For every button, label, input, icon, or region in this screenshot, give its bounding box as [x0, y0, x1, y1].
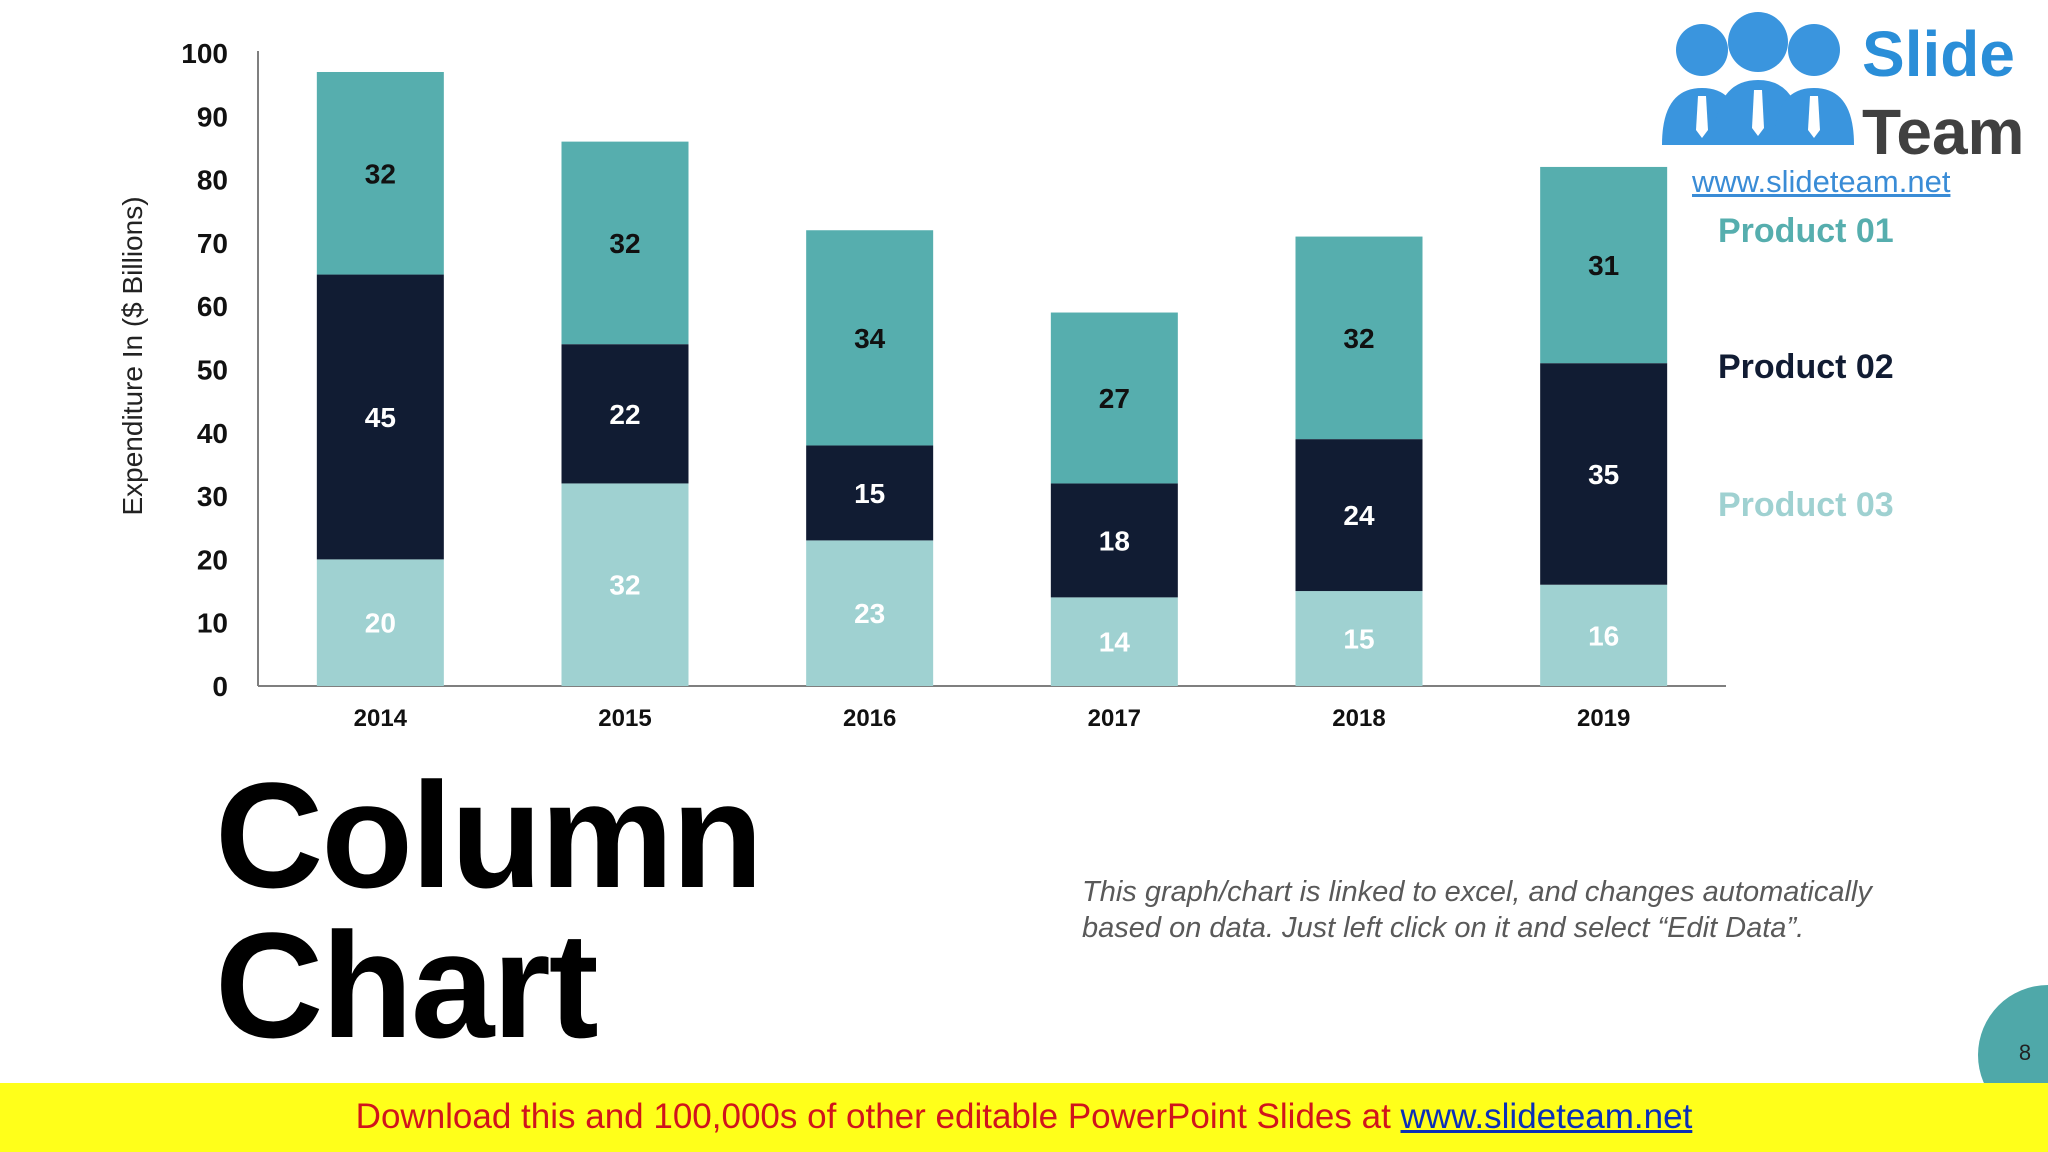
- data-label: 16: [1588, 620, 1619, 651]
- x-tick-label: 2014: [354, 705, 408, 732]
- y-tick-label: 80: [197, 165, 228, 196]
- bar-segment: [806, 445, 934, 541]
- bar-segment: [1295, 236, 1423, 440]
- data-label: 23: [854, 598, 885, 629]
- bar-segment: [806, 540, 934, 686]
- y-tick-label: 60: [197, 291, 228, 322]
- data-label: 27: [1099, 383, 1130, 414]
- bar-segment: [1540, 166, 1668, 364]
- bar-segment: [561, 344, 689, 484]
- data-label: 31: [1588, 250, 1619, 281]
- y-tick-label: 20: [197, 544, 228, 575]
- y-tick-label: 10: [197, 608, 228, 639]
- bar-segment: [316, 559, 444, 686]
- banner-link[interactable]: www.slideteam.net: [1400, 1097, 1693, 1136]
- legend-item: Product 01: [1718, 212, 1894, 250]
- y-tick-label: 100: [181, 38, 228, 69]
- y-tick-label: 30: [197, 481, 228, 512]
- x-tick-label: 2016: [843, 705, 896, 732]
- x-tick-label: 2019: [1577, 705, 1630, 732]
- x-tick-label: 2017: [1088, 705, 1141, 732]
- download-banner: Download this and 100,000s of other edit…: [0, 1083, 2048, 1152]
- data-label: 15: [1343, 624, 1374, 655]
- y-tick-label: 50: [197, 355, 228, 386]
- y-tick-label: 90: [197, 101, 228, 132]
- legend-item: Product 03: [1718, 486, 1894, 524]
- x-tick-label: 2018: [1332, 705, 1385, 732]
- bar-segment: [1050, 597, 1178, 686]
- bar-segment: [1295, 591, 1423, 686]
- logo-word-team: Team: [1862, 96, 2025, 168]
- page-number: 8: [2018, 1040, 2032, 1065]
- data-label: 32: [609, 570, 640, 601]
- data-label: 32: [609, 228, 640, 259]
- x-tick-label: 2015: [598, 705, 651, 732]
- bar-segment: [806, 230, 934, 446]
- data-label: 15: [854, 478, 885, 509]
- bar-segment: [1540, 363, 1668, 585]
- data-label: 18: [1099, 525, 1130, 556]
- y-tick-label: 40: [197, 418, 228, 449]
- people-icon: [1662, 12, 1854, 145]
- bar-segment: [316, 71, 444, 275]
- data-label: 45: [365, 402, 396, 433]
- logo-word-slide: Slide: [1862, 18, 2015, 90]
- data-label: 34: [854, 323, 886, 354]
- bar-segment: [1295, 439, 1423, 592]
- title-line-1: Column: [215, 751, 763, 919]
- title-line-2: Chart: [215, 901, 599, 1069]
- data-label: 20: [365, 608, 396, 639]
- y-tick-label: 0: [212, 671, 228, 702]
- bar-segment: [561, 141, 689, 345]
- data-label: 14: [1099, 627, 1131, 658]
- logo-url-link[interactable]: www.slideteam.net: [1692, 164, 1951, 199]
- bar-segment: [561, 483, 689, 686]
- bar-segment: [316, 274, 444, 560]
- data-label: 32: [1343, 323, 1374, 354]
- data-label: 22: [609, 399, 640, 430]
- y-tick-label: 70: [197, 228, 228, 259]
- data-label: 35: [1588, 459, 1619, 490]
- slideteam-logo: [1662, 12, 1854, 145]
- bar-segment: [1050, 483, 1178, 598]
- legend-item: Product 02: [1718, 348, 1894, 386]
- bar-segment: [1050, 312, 1178, 484]
- slide-title: Column Chart: [215, 760, 915, 1060]
- data-label: 32: [365, 158, 396, 189]
- banner-message: Download this and 100,000s of other edit…: [355, 1097, 1401, 1136]
- data-label: 24: [1343, 500, 1375, 531]
- bar-segment: [1540, 584, 1668, 686]
- y-axis-label: Expenditure In ($ Billions): [117, 196, 148, 515]
- banner-text: Download this and 100,000s of other edit…: [0, 1097, 2048, 1137]
- chart-note: This graph/chart is linked to excel, and…: [1082, 876, 1872, 944]
